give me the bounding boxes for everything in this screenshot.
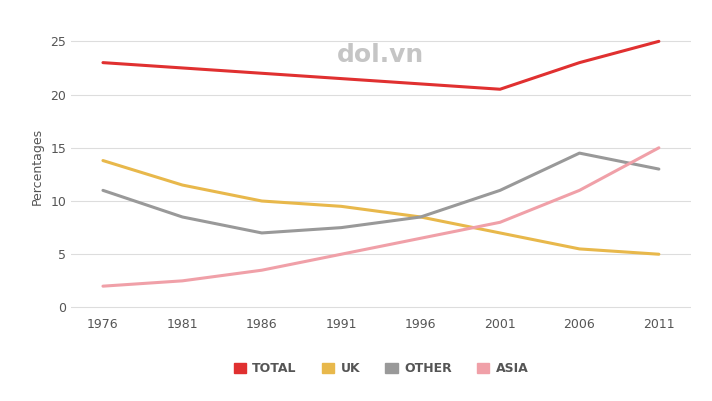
Y-axis label: Percentages: Percentages xyxy=(31,128,43,205)
Legend: TOTAL, UK, OTHER, ASIA: TOTAL, UK, OTHER, ASIA xyxy=(229,357,533,380)
Text: dol.vn: dol.vn xyxy=(337,43,424,67)
